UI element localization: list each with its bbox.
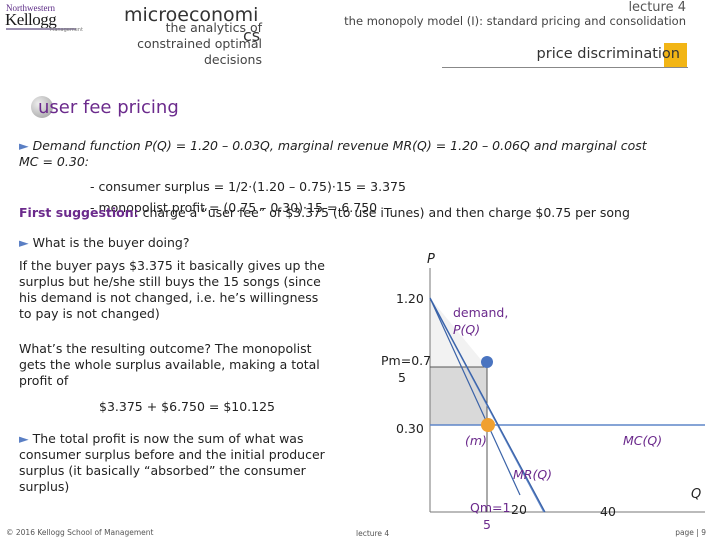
course-subtitle-line1: the analytics of [165,20,262,35]
buyer-paragraph: If the buyer pays $3.375 it basically gi… [19,258,359,322]
monopoly-price-label: Pm=0.7 [381,353,431,368]
mc-value-label: 0.30 [396,421,424,436]
axis-p-label: P [427,252,435,267]
total-profit: $3.375 + $6.750 = $10.125 [99,399,276,414]
intro-text1: Demand function P(Q) = 1.20 – 0.03Q, mar… [32,138,647,153]
course-title: microeconomi [124,4,259,26]
course-subtitle: the analytics of constrained optimal dec… [128,20,262,68]
intro-line1: ► Demand function P(Q) = 1.20 – 0.03Q, m… [19,138,719,154]
section-marker [664,43,687,67]
total-profit-paragraph-line: The total profit is now the sum of what … [32,431,304,446]
logo-kellogg: Kellogg [5,10,57,29]
question-buyer: ► What is the buyer doing? [19,235,189,251]
buyer-paragraph-line: If the buyer pays $3.375 it basically gi… [19,258,325,273]
suggestion-label: First suggestion: [19,205,139,220]
question-buyer-text: What is the buyer doing? [32,235,190,250]
logo-tagline: Management [50,27,83,33]
outcome-paragraph: What’s the resulting outcome? The monopo… [19,341,359,389]
mr-line [429,297,546,513]
mr-line-tail [487,424,521,496]
total-profit-paragraph: ► The total profit is now the sum of wha… [19,431,359,495]
logo-northwestern: Northwestern [6,3,55,13]
lecture-title: the monopoly model (I): standard pricing… [344,14,686,28]
intro-text2: MC = 0.30: [19,154,89,169]
monopoly-point-label: (m) [465,433,487,448]
buyer-paragraph-line: surplus but he/she still buys the 15 son… [19,274,321,289]
outcome-paragraph-line: gets the whole surplus available, making… [19,357,320,372]
total-profit-paragraph-line: consumer surplus before and the initial … [19,447,325,462]
monopoly-quantity-label-2: 5 [483,517,491,532]
monopoly-price-label-2: 5 [398,370,406,385]
course-title-suffix: cs [243,26,261,45]
total-profit-paragraph-line: surplus) [19,479,70,494]
section-title: price discrimination [536,46,680,62]
monopoly-price-point [481,356,493,368]
course-subtitle-line3: decisions [203,52,262,67]
arrow-icon: ► [19,235,29,250]
mr-mc-intersection-point [481,418,495,432]
total-profit-paragraph-line: surplus (it basically “absorbed” the con… [19,463,306,478]
footer-lecture: lecture 4 [356,529,390,538]
lecture-number: lecture 4 [628,0,686,15]
mc-label: MC(Q) [623,433,662,448]
demand-function-label: P(Q) [453,322,480,337]
buyer-paragraph-line: his demand is not changed, i.e. he’s wil… [19,290,319,305]
profit-line: - monopolist profit = (0.75 – 0.30)·15 =… [90,200,378,215]
footer-page-number: page | 9 [675,528,706,537]
course-subtitle-line2: constrained optimal [137,36,262,51]
logo-underline [6,28,76,30]
suggestion-text: charge a “user fee” of $3.375 (to use iT… [142,205,630,220]
topic-title: user fee pricing [38,97,179,118]
monopoly-quantity-label: Qm=1 [470,500,510,515]
suggestion-line: First suggestion: charge a “user fee” of… [19,205,719,221]
quantity-40-label: 40 [600,504,616,519]
outcome-paragraph-line: What’s the resulting outcome? The monopo… [19,341,312,356]
consumer-surplus-area [430,298,487,367]
demand-label: demand, [453,305,508,320]
footer-copyright: © 2016 Kellogg School of Management [6,528,154,537]
price-120-label: 1.20 [396,291,424,306]
outcome-paragraph-line: profit of [19,373,69,388]
section-divider [442,67,688,68]
arrow-icon: ► [19,431,29,446]
mr-line-lower [429,297,489,426]
profit-area [430,367,487,425]
axis-q-label: Q [691,487,701,502]
mr-label: MR(Q) [513,467,552,482]
topic-bullet-icon [31,96,53,118]
arrow-icon: ► [19,138,29,153]
buyer-paragraph-line: to pay is not changed) [19,306,160,321]
consumer-surplus-line: - consumer surplus = 1/2·(1.20 – 0.75)·1… [90,179,406,194]
quantity-20-label: 20 [511,502,527,517]
